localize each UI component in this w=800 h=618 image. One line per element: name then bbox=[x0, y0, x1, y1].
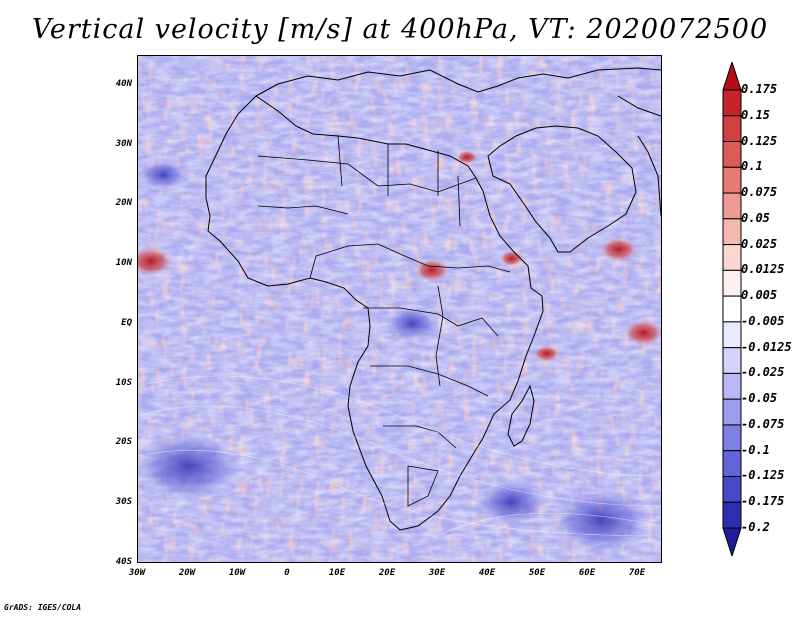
lon-label-20w: 20W bbox=[178, 568, 196, 578]
colorbar-label: 0.05 bbox=[741, 210, 770, 225]
ascent-hotspot bbox=[599, 237, 638, 262]
colorbar-band bbox=[722, 475, 742, 503]
lon-label-30w: 30W bbox=[128, 568, 146, 578]
descent-hotspot bbox=[138, 159, 187, 191]
lon-label-20e: 20E bbox=[378, 568, 396, 578]
ascent-hotspot bbox=[138, 247, 173, 276]
colorbar-band bbox=[722, 141, 742, 168]
colorbar-label: 0.125 bbox=[741, 133, 778, 148]
colorbar-band bbox=[722, 372, 742, 400]
lat-label-10n: 10N bbox=[115, 258, 132, 269]
colorbar-label: 0.1 bbox=[741, 159, 763, 174]
country-borders bbox=[257, 135, 511, 507]
lon-label-60e: 60E bbox=[578, 568, 596, 578]
lat-label-40n: 40N bbox=[115, 78, 132, 89]
colorbar-label: 0.0125 bbox=[741, 262, 785, 277]
colorbar-bottom-triangle bbox=[722, 527, 742, 556]
colorbar-label: -0.1 bbox=[741, 442, 770, 457]
lon-label-70e: 70E bbox=[628, 568, 646, 578]
congo-border bbox=[363, 307, 499, 337]
colorbar-band bbox=[722, 269, 742, 297]
colorbar-label: -0.05 bbox=[741, 391, 778, 406]
colorbar-band bbox=[722, 398, 742, 426]
lon-label-10w: 10W bbox=[228, 568, 246, 578]
descent-hotspot bbox=[550, 487, 653, 554]
vertical-velocity-field bbox=[138, 56, 661, 562]
grads-credit: GrADS: IGES/COLA bbox=[4, 603, 82, 612]
ascent-hotspot bbox=[623, 319, 661, 346]
lat-label-40s: 40S bbox=[115, 557, 132, 567]
colorbar-label: -0.0125 bbox=[741, 339, 792, 354]
descent-hotspot bbox=[384, 306, 439, 342]
north-africa-borders bbox=[257, 135, 439, 215]
colorbar-top-triangle bbox=[722, 62, 742, 91]
africa-coastline bbox=[205, 95, 544, 531]
lon-label-10e: 10E bbox=[328, 568, 346, 578]
colorbar-band bbox=[722, 192, 742, 220]
lon-label-30e: 30E bbox=[428, 568, 446, 578]
colorbar-label: 0.15 bbox=[741, 107, 770, 122]
lon-label-0: 0 bbox=[284, 568, 290, 578]
colorbar-band bbox=[722, 89, 742, 117]
colorbar-band bbox=[722, 115, 742, 143]
colorbar-band bbox=[722, 450, 742, 477]
colorbar-label: 0.005 bbox=[741, 288, 778, 303]
lon-label-50e: 50E bbox=[528, 568, 546, 578]
colorbar-label: -0.175 bbox=[741, 494, 785, 509]
ascent-hotspot bbox=[533, 345, 560, 363]
colorbar-band bbox=[722, 501, 742, 529]
map-plot-area[interactable] bbox=[137, 55, 662, 563]
colorbar-label: 0.075 bbox=[741, 185, 778, 200]
colorbar-band bbox=[722, 295, 742, 323]
colorbar-band bbox=[722, 424, 742, 452]
colorbar-band bbox=[722, 166, 742, 194]
colorbar-label: -0.2 bbox=[741, 520, 770, 534]
colorbar-label: -0.005 bbox=[741, 313, 785, 328]
colorbar-band bbox=[722, 218, 742, 246]
lat-label-20s: 20S bbox=[115, 437, 132, 448]
ascent-hotspot bbox=[455, 150, 478, 165]
jet-streak-lines bbox=[138, 375, 661, 537]
rift-borders bbox=[435, 175, 461, 387]
lat-label-10s: 10S bbox=[115, 377, 132, 388]
hotspot-layer bbox=[138, 150, 661, 554]
colorbar-label: 0.025 bbox=[741, 236, 778, 251]
ascent-hotspot bbox=[414, 258, 450, 282]
descent-hotspot bbox=[138, 431, 242, 502]
lat-label-30s: 30S bbox=[115, 497, 132, 508]
lat-label-30n: 30N bbox=[115, 138, 132, 149]
colorbar-label: -0.075 bbox=[741, 416, 785, 431]
lat-label-eq: EQ bbox=[121, 317, 132, 328]
colorbar bbox=[722, 62, 742, 556]
colorbar-label: -0.125 bbox=[741, 468, 785, 483]
ascent-hotspot bbox=[499, 250, 524, 267]
colorbar-label: 0.175 bbox=[741, 82, 778, 96]
madagascar-coastline bbox=[507, 384, 535, 447]
mediterranean-coastline bbox=[255, 67, 661, 97]
colorbar-band bbox=[722, 321, 742, 349]
central-africa-border bbox=[309, 243, 511, 279]
map-title: Vertical velocity [m/s] at 400hPa, VT: 2… bbox=[31, 14, 769, 45]
arabia-coastline bbox=[487, 125, 637, 253]
coastlines bbox=[205, 67, 661, 531]
colorbar-band bbox=[722, 347, 742, 374]
colorbar-band bbox=[722, 244, 742, 271]
lon-label-40e: 40E bbox=[478, 568, 496, 578]
south-africa-inner-border bbox=[407, 465, 439, 507]
colorbar-label: -0.025 bbox=[741, 365, 785, 380]
lat-label-20n: 20N bbox=[115, 198, 132, 209]
south-asia-coastline bbox=[617, 95, 661, 217]
descent-hotspot bbox=[475, 479, 548, 526]
